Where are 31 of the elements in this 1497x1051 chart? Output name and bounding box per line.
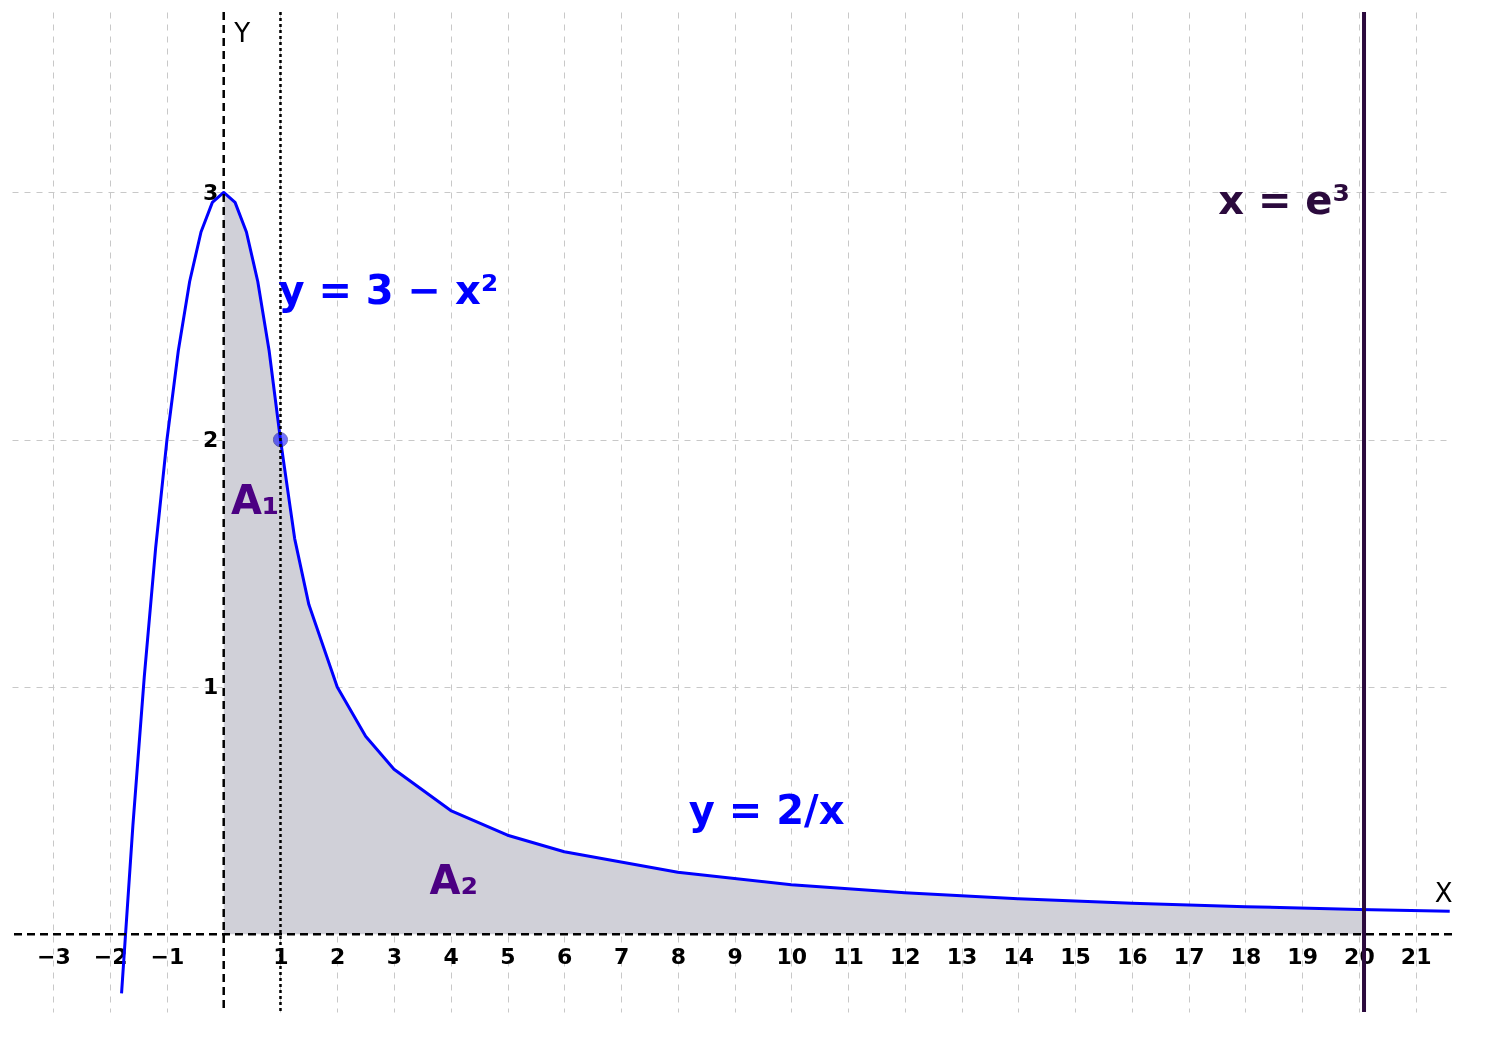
x-tick-label: 10 [776, 943, 808, 969]
x-tick-label: 21 [1400, 943, 1432, 969]
x-tick-label: 4 [443, 943, 459, 969]
x-axis-title: X [1434, 877, 1453, 908]
x-tick-label: −1 [150, 943, 185, 969]
x-tick-label: 11 [833, 943, 864, 969]
annotation: y = 3 − x² [278, 267, 499, 313]
y-axis-title: Y [233, 17, 251, 48]
x-tick-label: 16 [1117, 943, 1148, 969]
x-tick-label: 3 [386, 943, 403, 969]
annotation: y = 2/x [688, 787, 845, 833]
x-tick-label: 14 [1003, 943, 1035, 969]
y-tick-label: 3 [202, 179, 219, 205]
y-tick-label: 2 [202, 427, 219, 453]
x-tick-label: 2 [330, 943, 346, 969]
x-tick-label: 17 [1173, 943, 1205, 969]
x-tick-label: 19 [1287, 943, 1318, 969]
x-tick-label: 8 [670, 943, 686, 969]
x-tick-label: −3 [37, 943, 71, 969]
ref-line-label: x = e³ [1218, 177, 1351, 223]
x-tick-label: 13 [946, 943, 978, 969]
x-tick-label: 9 [727, 943, 743, 969]
annotation: A₂ [429, 857, 479, 903]
x-tick-label: 5 [500, 943, 516, 969]
x-tick-label: 7 [613, 943, 630, 969]
x-tick-label: 15 [1060, 943, 1091, 969]
x-tick-label: 6 [557, 943, 573, 969]
annotation: A₁ [230, 477, 280, 523]
x-tick-label: 12 [890, 943, 921, 969]
y-tick-label: 1 [202, 674, 219, 700]
x-tick-label: 18 [1230, 943, 1262, 969]
